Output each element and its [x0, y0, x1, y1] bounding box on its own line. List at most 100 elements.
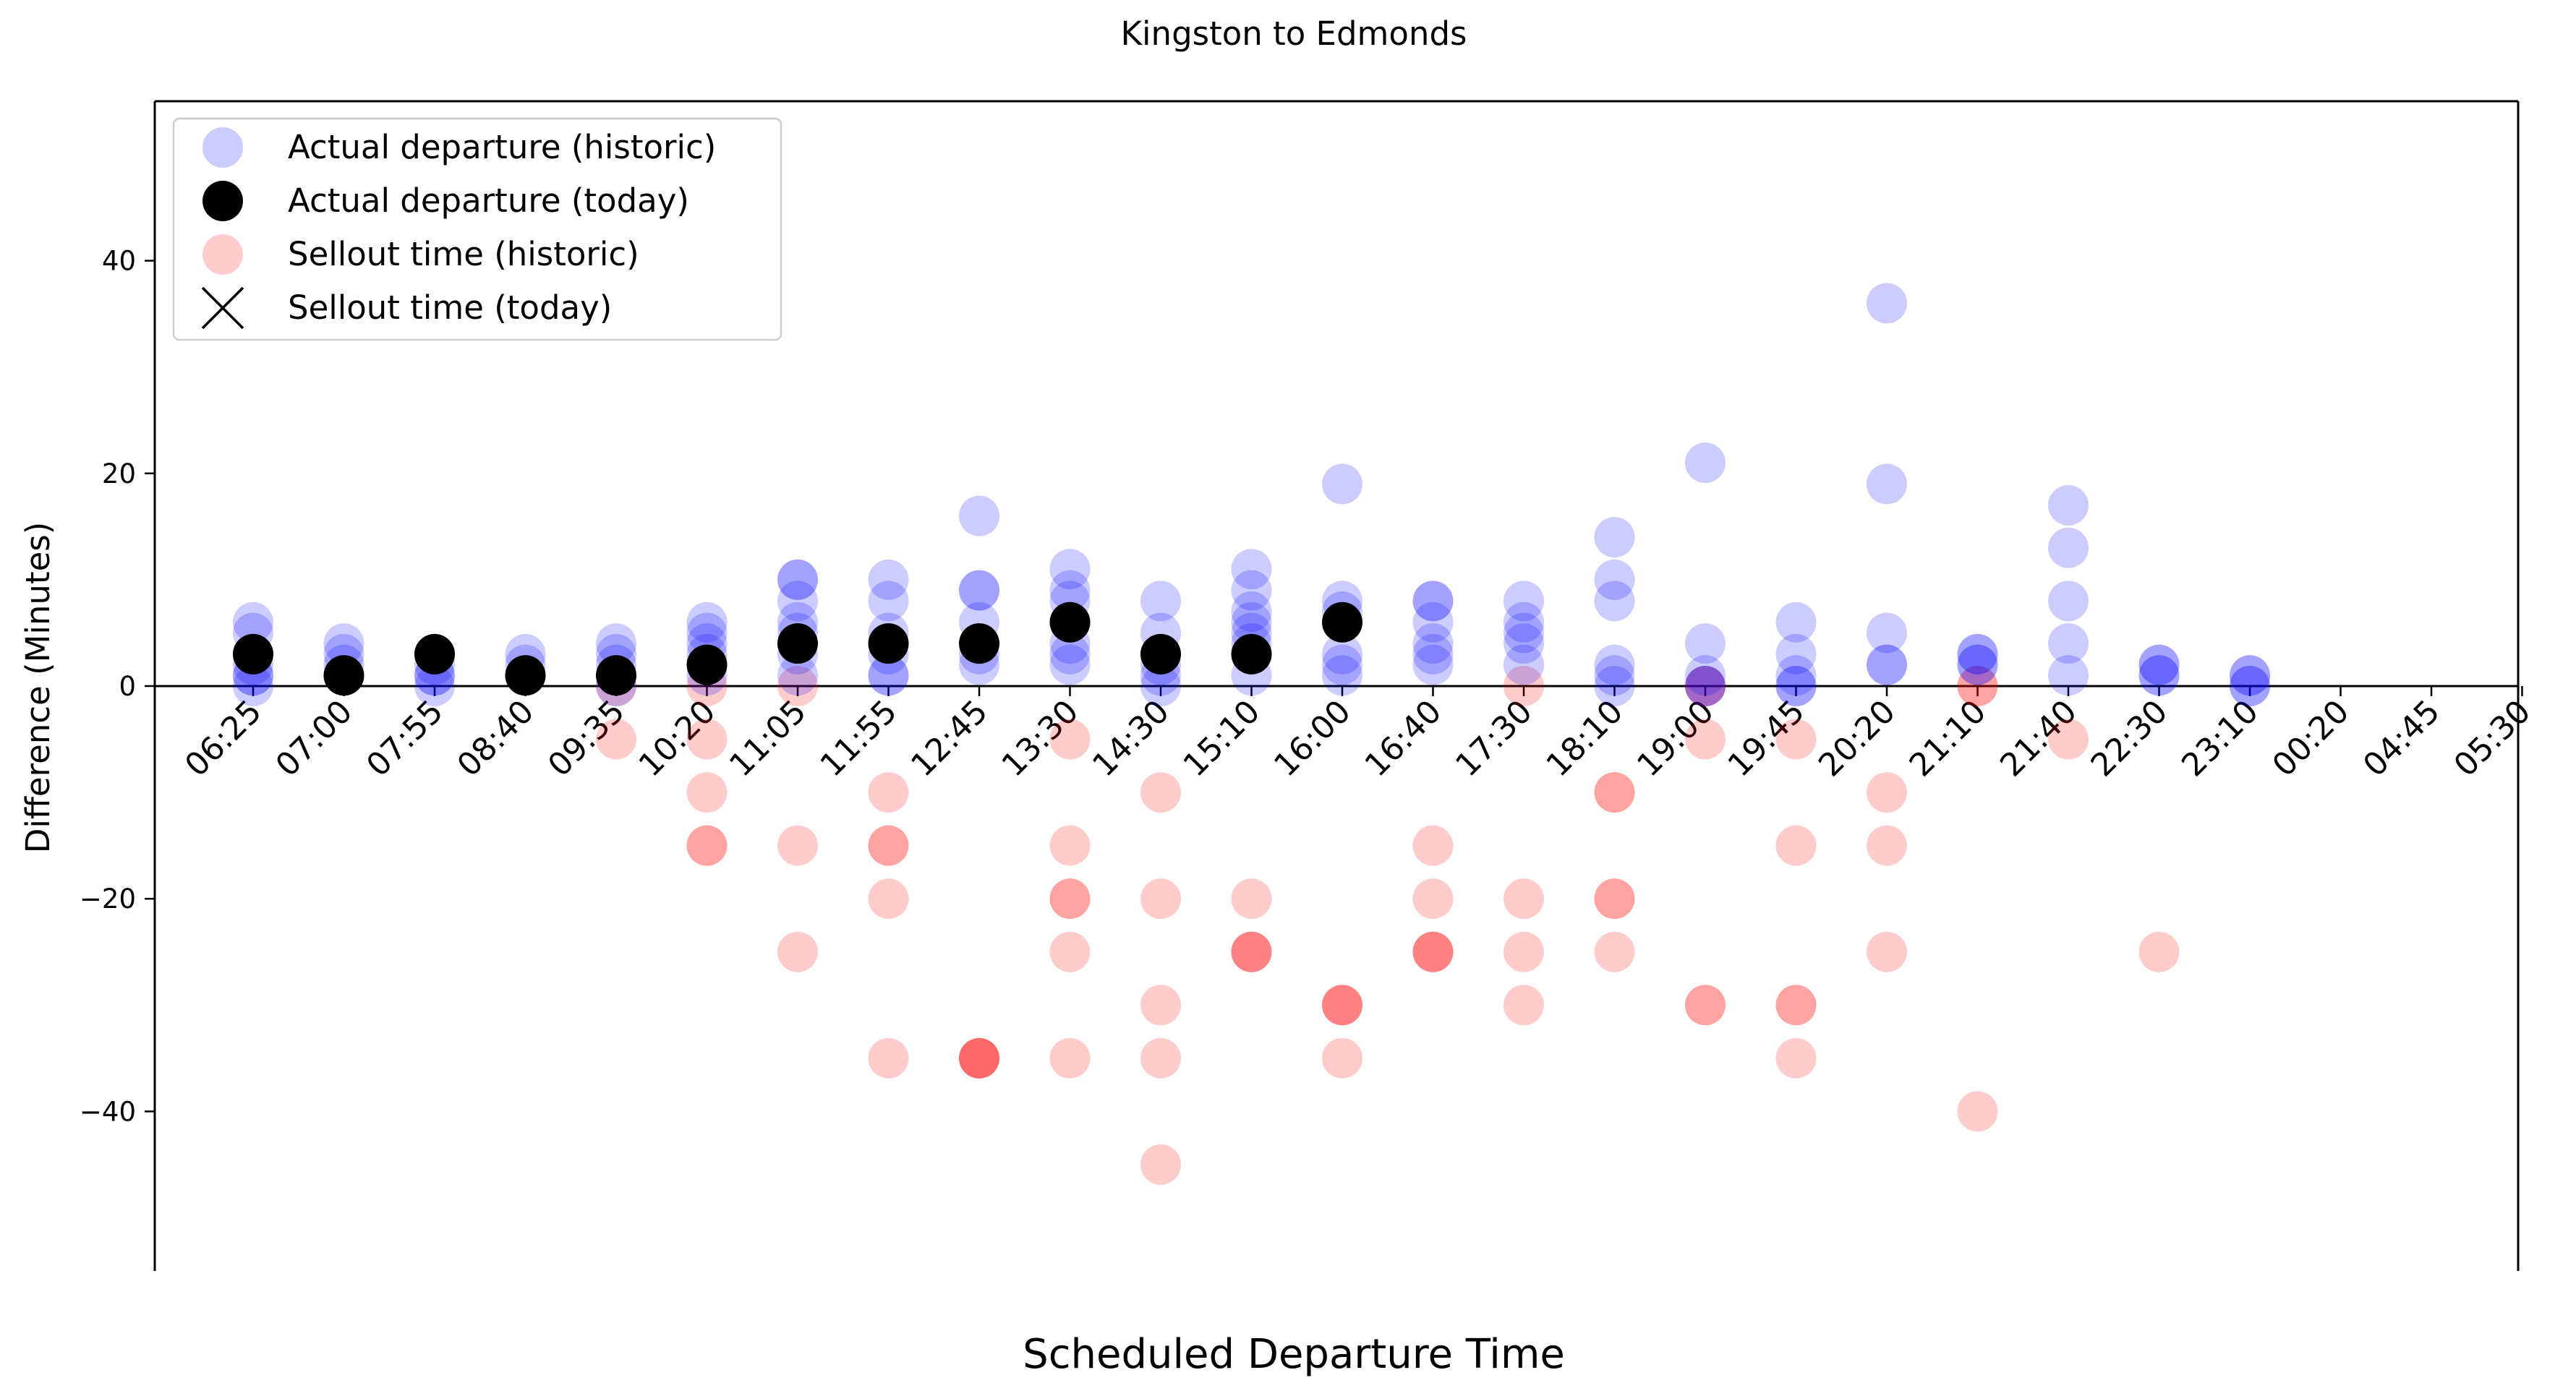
sellout-historic-point — [686, 825, 728, 866]
actual-historic-point — [1775, 655, 1817, 696]
actual-historic-point — [2138, 644, 2180, 685]
sellout-historic-point — [1775, 719, 1817, 760]
actual-today-point — [596, 655, 636, 696]
x-tick-label: 05:30 — [2447, 693, 2538, 784]
sellout-historic-point — [1685, 666, 1726, 706]
actual-historic-point — [1594, 559, 1635, 600]
actual-historic-point — [959, 570, 999, 611]
actual-today-point — [233, 633, 273, 675]
sellout-historic-point — [868, 878, 909, 920]
sellout-historic-point — [1049, 878, 1091, 920]
actual-historic-point — [777, 559, 818, 600]
actual-historic-point — [1231, 549, 1272, 590]
actual-today-point — [868, 623, 909, 664]
actual-historic-point — [1867, 644, 1907, 685]
actual-today-point — [414, 633, 455, 675]
sellout-historic-point — [1049, 719, 1091, 760]
legend-label: Sellout time (historic) — [288, 235, 639, 273]
actual-historic-point — [596, 623, 636, 664]
sellout-historic-point — [1322, 1037, 1362, 1079]
actual-historic-point — [1412, 633, 1454, 675]
sellout-historic-point — [1140, 1144, 1181, 1185]
actual-historic-point — [1412, 581, 1454, 622]
actual-historic-point — [1594, 644, 1635, 685]
sellout-historic-point — [1504, 666, 1544, 706]
actual-today-point — [1140, 633, 1181, 675]
sellout-historic-point — [1140, 878, 1181, 920]
actual-historic-point — [1140, 581, 1181, 622]
actual-historic-point — [1685, 623, 1726, 664]
actual-today-point — [777, 623, 818, 664]
actual-historic-point — [959, 495, 999, 536]
legend-marker-x — [201, 286, 244, 330]
sellout-historic-point — [777, 931, 818, 972]
sellout-historic-point — [1594, 772, 1635, 813]
y-tick-label: 0 — [119, 671, 136, 702]
actual-historic-point — [1594, 517, 1635, 558]
actual-historic-point — [1594, 666, 1635, 706]
actual-historic-point — [2048, 484, 2089, 526]
x-tick-label: 21:10 — [1903, 693, 1994, 784]
sellout-historic-point — [1231, 931, 1272, 972]
legend-entry: Sellout time (historic) — [202, 234, 639, 275]
actual-historic-point — [1685, 442, 1726, 484]
legend-entry: Sellout time (today) — [201, 286, 612, 330]
actual-historic-point — [1504, 623, 1544, 664]
actual-historic-point — [1957, 633, 1998, 675]
sellout-historic-point — [2048, 719, 2089, 760]
actual-historic-point — [2048, 623, 2089, 664]
actual-historic-point — [1322, 655, 1362, 696]
x-tick-label: 11:05 — [722, 693, 814, 784]
sellout-historic-point — [1594, 878, 1635, 920]
sellout-historic-point — [1775, 825, 1817, 866]
sellout-historic-point — [1049, 1037, 1091, 1079]
actual-historic-point — [2048, 527, 2089, 568]
sellout-historic-point — [868, 825, 909, 866]
actual-historic-point — [1957, 633, 1998, 675]
x-tick-label: 23:10 — [2175, 693, 2266, 784]
x-tick-label: 12:45 — [904, 693, 995, 784]
actual-historic-point — [1775, 666, 1817, 706]
actual-historic-point — [2230, 655, 2270, 696]
legend-marker-circle — [202, 234, 243, 275]
actual-today-point — [1231, 633, 1272, 675]
actual-historic-point — [777, 581, 818, 622]
y-tick-label: 40 — [102, 246, 136, 277]
actual-historic-point — [777, 655, 818, 696]
actual-historic-point — [868, 581, 909, 622]
sellout-historic-point — [868, 772, 909, 813]
sellout-historic-point — [777, 666, 818, 706]
sellout-historic-point — [1504, 931, 1544, 972]
actual-historic-point — [1231, 591, 1272, 633]
actual-today-point — [505, 655, 546, 696]
x-tick-label: 07:00 — [269, 693, 360, 784]
x-tick-label: 04:45 — [2356, 693, 2447, 784]
sellout-historic-point — [1322, 985, 1362, 1026]
actual-historic-point — [868, 655, 909, 696]
actual-historic-point — [1775, 601, 1817, 643]
actual-historic-point — [1504, 644, 1544, 685]
legend-entry: Actual departure (historic) — [202, 127, 716, 168]
sellout-historic-point — [1049, 878, 1091, 920]
sellout-historic-point — [1412, 878, 1454, 920]
y-tick-label: −20 — [80, 883, 136, 915]
actual-historic-point — [1957, 644, 1998, 685]
legend-marker-circle — [202, 127, 243, 168]
sellout-historic-point — [1049, 825, 1091, 866]
actual-historic-point — [2138, 644, 2180, 685]
sellout-historic-point — [1594, 772, 1635, 813]
x-tick-label: 11:55 — [814, 693, 905, 784]
actual-historic-point — [1775, 633, 1817, 675]
sellout-historic-point — [959, 1037, 999, 1079]
sellout-historic-point — [1049, 931, 1091, 972]
actual-historic-point — [868, 655, 909, 696]
actual-historic-point — [1231, 601, 1272, 643]
actual-historic-point — [1685, 666, 1726, 706]
actual-historic-point — [323, 623, 364, 664]
sellout-historic-point — [1412, 825, 1454, 866]
sellout-historic-point — [1594, 878, 1635, 920]
actual-historic-point — [1957, 644, 1998, 685]
sellout-historic-point — [1412, 931, 1454, 972]
sellout-historic-point — [959, 1037, 999, 1079]
